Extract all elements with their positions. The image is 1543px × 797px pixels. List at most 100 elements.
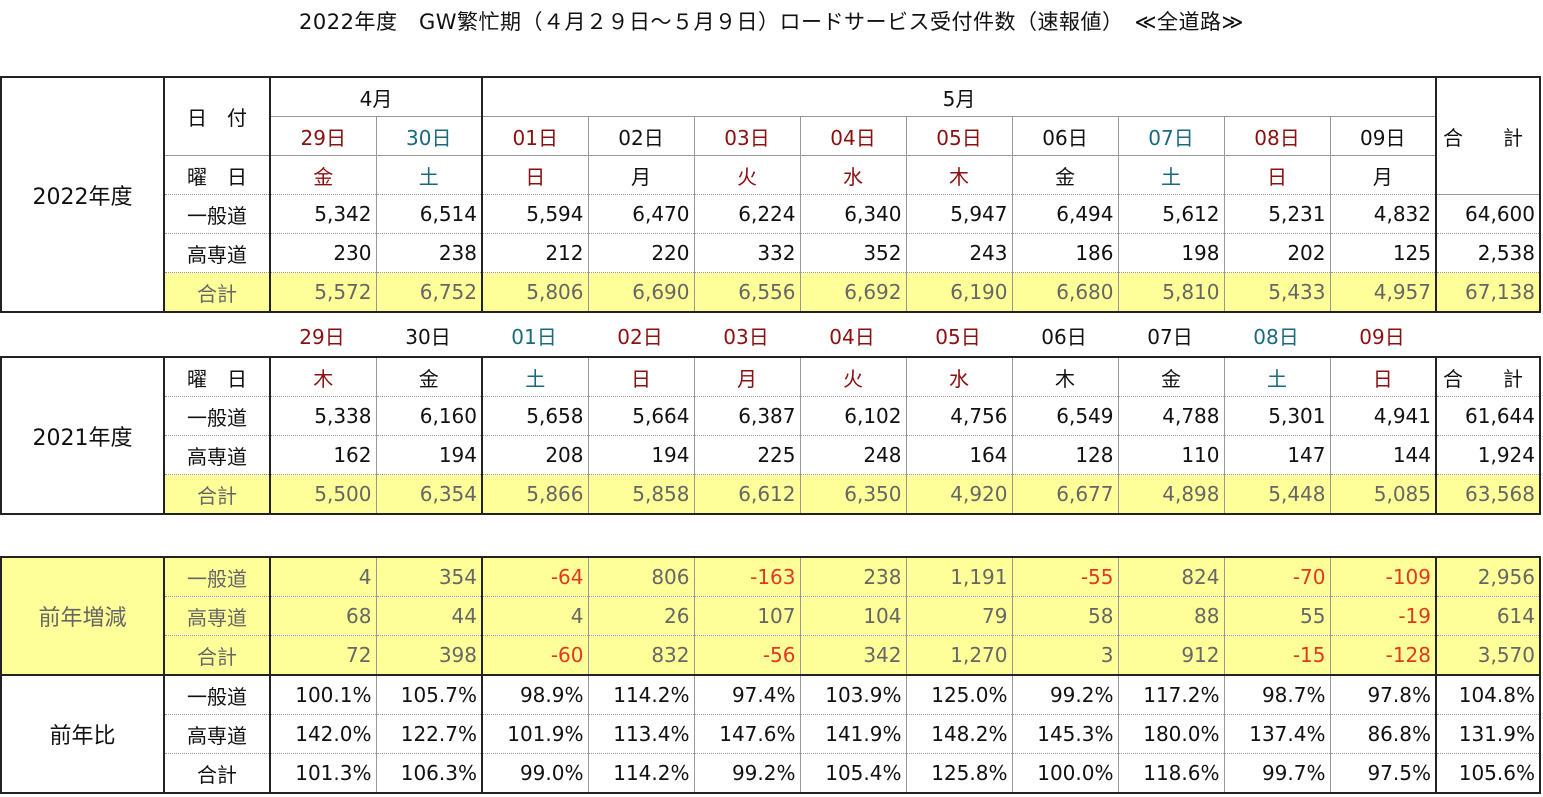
ratio-cell: 100.0% <box>1011 753 1118 793</box>
value-cell: 5,301 <box>1223 396 1330 436</box>
ratio-cell: 117.2% <box>1117 674 1224 715</box>
diff-total-cell: 3,570 <box>1435 635 1540 675</box>
ratio-cell: 99.0% <box>481 753 588 793</box>
value-cell: 4,957 <box>1329 272 1436 312</box>
diff-cell: 238 <box>799 557 906 597</box>
value-cell: 5,448 <box>1223 474 1330 514</box>
ratio-cell: 125.0% <box>905 674 1012 715</box>
value-cell: 194 <box>587 435 694 475</box>
diff-cell: 104 <box>799 596 906 636</box>
row-label: 一般道 <box>163 396 271 436</box>
value-cell: 5,338 <box>269 396 376 436</box>
value-cell: 230 <box>269 233 376 273</box>
weekday-cell: 日 <box>1223 155 1330 195</box>
total-header-2021: 合 計 <box>1435 357 1540 397</box>
value-cell: 6,692 <box>799 272 906 312</box>
value-cell: 147 <box>1223 435 1330 475</box>
fy2021-label: 2021年度 <box>0 357 165 514</box>
value-cell: 5,947 <box>905 194 1012 234</box>
diff-cell: 3 <box>1011 635 1118 675</box>
ratio-cell: 99.2% <box>693 753 800 793</box>
value-cell: 202 <box>1223 233 1330 273</box>
ratio-cell: 97.5% <box>1329 753 1436 793</box>
diff-cell: -55 <box>1011 557 1118 597</box>
value-cell: 5,342 <box>269 194 376 234</box>
ratio-cell: 118.6% <box>1117 753 1224 793</box>
value-cell: 6,752 <box>375 272 483 312</box>
row-label: 合計 <box>163 635 271 675</box>
value-cell: 164 <box>905 435 1012 475</box>
weekday-cell: 月 <box>587 155 694 195</box>
value-cell: 212 <box>481 233 588 273</box>
weekday-cell-2021: 土 <box>1223 357 1330 397</box>
value-cell: 225 <box>693 435 800 475</box>
value-cell: 238 <box>375 233 483 273</box>
ratio-cell: 148.2% <box>905 714 1012 754</box>
ratio-cell: 100.1% <box>269 674 376 715</box>
ratio-cell: 99.2% <box>1011 674 1118 715</box>
weekday-cell-2021: 木 <box>269 357 376 397</box>
row-label: 一般道 <box>163 674 271 715</box>
diff-cell: 398 <box>375 635 483 675</box>
row-label: 合計 <box>163 474 271 514</box>
date-cell-2021: 08日 <box>1253 324 1299 349</box>
value-cell: 6,677 <box>1011 474 1118 514</box>
weekday-cell-2021: 火 <box>799 357 906 397</box>
value-cell: 194 <box>375 435 483 475</box>
total-cell: 67,138 <box>1435 272 1540 312</box>
diff-cell: -70 <box>1223 557 1330 597</box>
total-cell: 63,568 <box>1435 474 1540 514</box>
ratio-cell: 114.2% <box>587 753 694 793</box>
value-cell: 6,680 <box>1011 272 1118 312</box>
date-cell-2021: 04日 <box>829 324 875 349</box>
value-cell: 4,832 <box>1329 194 1436 234</box>
row-label: 一般道 <box>163 194 271 234</box>
comparison-table: 前年増減 一般道 4 354 -64 806 -163 238 1,191 -55 824 -70-… <box>0 556 1541 794</box>
weekday-cell-2021: 木 <box>1011 357 1118 397</box>
value-cell: 5,810 <box>1117 272 1224 312</box>
weekday-cell: 金 <box>269 155 376 195</box>
diff-cell: 44 <box>375 596 483 636</box>
fy2021-table: 2021年度 曜 日 木金土日月火水木金土日合 計 一般道 5,338 6,160 5… <box>0 356 1541 515</box>
date-cell-2021: 02日 <box>617 324 663 349</box>
diff-cell: -163 <box>693 557 800 597</box>
diff-cell: 72 <box>269 635 376 675</box>
ratio-cell: 101.3% <box>269 753 376 793</box>
weekday-header: 曜 日 <box>163 155 271 195</box>
value-cell: 125 <box>1329 233 1436 273</box>
ratio-cell: 106.3% <box>375 753 483 793</box>
value-cell: 5,664 <box>587 396 694 436</box>
value-cell: 220 <box>587 233 694 273</box>
ratio-cell: 142.0% <box>269 714 376 754</box>
date-cell-2021: 06日 <box>1041 324 1087 349</box>
value-cell: 6,160 <box>375 396 483 436</box>
weekday-cell-2021: 日 <box>587 357 694 397</box>
date-cell-2021: 09日 <box>1359 324 1405 349</box>
value-cell: 6,494 <box>1011 194 1118 234</box>
row-label: 高専道 <box>163 596 271 636</box>
ratio-cell: 98.7% <box>1223 674 1330 715</box>
value-cell: 5,806 <box>481 272 588 312</box>
ratio-cell: 86.8% <box>1329 714 1436 754</box>
ratio-cell: 180.0% <box>1117 714 1224 754</box>
value-cell: 6,224 <box>693 194 800 234</box>
diff-cell: 4 <box>481 596 588 636</box>
row-label: 高専道 <box>163 233 271 273</box>
ratio-total-cell: 105.6% <box>1435 753 1540 793</box>
value-cell: 6,340 <box>799 194 906 234</box>
diff-cell: 342 <box>799 635 906 675</box>
weekday-cell: 土 <box>1117 155 1224 195</box>
total-header: 合 計 <box>1435 77 1540 195</box>
total-cell: 1,924 <box>1435 435 1540 475</box>
diff-cell: 88 <box>1117 596 1224 636</box>
value-cell: 6,556 <box>693 272 800 312</box>
value-cell: 6,354 <box>375 474 483 514</box>
value-cell: 5,612 <box>1117 194 1224 234</box>
value-cell: 5,572 <box>269 272 376 312</box>
diff-cell: -15 <box>1223 635 1330 675</box>
ratio-cell: 145.3% <box>1011 714 1118 754</box>
month-may: 5月 <box>481 77 1436 117</box>
diff-cell: 26 <box>587 596 694 636</box>
diff-label: 前年増減 <box>0 557 165 675</box>
total-cell: 2,538 <box>1435 233 1540 273</box>
